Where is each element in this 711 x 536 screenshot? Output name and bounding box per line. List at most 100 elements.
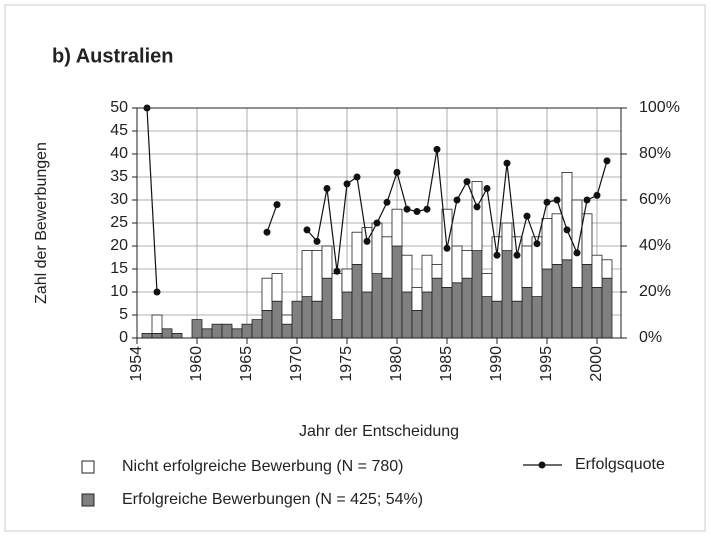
bar <box>491 300 503 339</box>
bar <box>601 259 613 279</box>
bar <box>531 296 543 339</box>
rate-point <box>343 180 351 188</box>
rate-point <box>313 237 321 245</box>
rate-point <box>413 208 421 215</box>
y-axis-label: Zahl der Bewerbungen <box>33 142 50 304</box>
bar <box>551 213 563 265</box>
bar <box>211 323 223 339</box>
bar <box>541 217 553 270</box>
y-tick-label: 0 <box>119 329 128 346</box>
x-tick-label: 1960 <box>188 346 205 382</box>
bar <box>271 300 283 339</box>
x-tick-label: 1965 <box>238 346 255 382</box>
rate-point <box>523 212 531 220</box>
bar <box>241 323 253 339</box>
bar <box>411 286 423 311</box>
bar <box>231 328 243 339</box>
y-tick-label: 5 <box>119 306 128 323</box>
y-tick-label: 25 <box>110 214 128 231</box>
y2-tick-label: 60% <box>639 191 671 208</box>
bar <box>341 291 353 339</box>
y-tick-label: 40 <box>110 145 128 162</box>
rate-point <box>553 196 561 204</box>
y2-tick-label: 20% <box>639 283 671 300</box>
y-tick-label: 30 <box>110 191 128 208</box>
y-tick-label: 10 <box>110 283 128 300</box>
rate-point <box>473 203 481 211</box>
rate-point <box>463 178 471 186</box>
bar <box>381 277 393 339</box>
bar <box>411 309 423 339</box>
bar <box>431 263 443 279</box>
bar <box>291 300 303 339</box>
bar <box>281 314 293 325</box>
bar <box>461 250 473 279</box>
bar <box>581 213 593 265</box>
bar <box>591 286 603 339</box>
bar <box>461 277 473 339</box>
bar <box>451 282 463 339</box>
bar <box>501 250 513 339</box>
x-tick-label: 2000 <box>588 346 605 382</box>
rate-point <box>433 145 441 153</box>
bar <box>261 309 273 339</box>
bar <box>521 245 533 288</box>
legend-dot <box>538 461 546 469</box>
bar <box>301 250 313 298</box>
bar <box>561 259 573 339</box>
rate-point <box>453 196 461 204</box>
x-tick-label: 1985 <box>438 346 455 382</box>
rate-point <box>273 201 281 209</box>
y-tick-label: 50 <box>110 99 128 116</box>
bar <box>401 291 413 339</box>
bar <box>511 236 523 302</box>
bar <box>601 277 613 339</box>
legend-label: Erfolgsquote <box>575 456 665 473</box>
rate-point <box>303 226 311 234</box>
bar <box>191 319 203 339</box>
x-tick-label: 1975 <box>338 346 355 382</box>
bar <box>321 245 333 279</box>
rate-point <box>383 198 391 206</box>
rate-point <box>593 191 601 199</box>
bar <box>421 254 433 293</box>
bar <box>381 236 393 279</box>
bar <box>421 291 433 339</box>
bar <box>321 277 333 339</box>
x-tick-label: 1970 <box>288 346 305 382</box>
bar <box>271 273 283 302</box>
bar <box>481 296 493 339</box>
bar <box>261 277 273 311</box>
y2-tick-label: 80% <box>639 145 671 162</box>
rate-point <box>393 168 401 176</box>
bar <box>151 314 163 334</box>
bar <box>281 323 293 339</box>
bar <box>311 300 323 339</box>
bar <box>561 171 573 261</box>
bar <box>491 236 503 302</box>
y-tick-label: 35 <box>110 168 128 185</box>
rate-point <box>583 196 591 204</box>
legend-swatch <box>81 460 95 474</box>
rate-point <box>403 205 411 213</box>
x-axis-label: Jahr der Entscheidung <box>299 423 459 440</box>
rate-point <box>533 240 541 248</box>
bar <box>221 323 233 339</box>
bar <box>591 254 603 288</box>
y2-tick-label: 0% <box>639 329 662 346</box>
bar <box>311 250 323 302</box>
bar <box>551 263 563 339</box>
bar <box>251 319 263 339</box>
bar <box>401 254 413 293</box>
plot-frame <box>136 107 622 339</box>
bar <box>511 300 523 339</box>
bar <box>361 291 373 339</box>
rate-point <box>573 249 581 257</box>
bar <box>351 231 363 265</box>
bar <box>301 296 313 339</box>
bar <box>471 250 483 339</box>
rate-point <box>353 173 361 181</box>
bar <box>481 273 493 298</box>
bar <box>451 245 463 284</box>
